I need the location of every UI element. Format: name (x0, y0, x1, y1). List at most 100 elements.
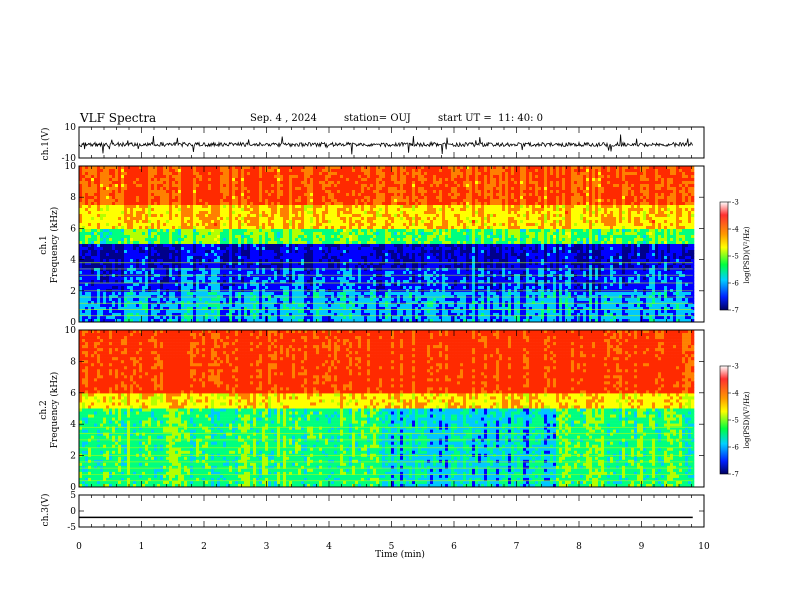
spectrogram-cell (304, 172, 308, 176)
spectrogram-cell (214, 286, 218, 290)
spectrogram-cell (205, 232, 209, 236)
spectrogram-cell (106, 307, 110, 311)
spectrogram-cell (136, 220, 140, 224)
spectrogram-cell (121, 223, 125, 227)
spectrogram-cell (157, 220, 161, 224)
spectrogram-cell (199, 316, 203, 320)
spectrogram-cell (343, 184, 347, 188)
spectrogram-cell (109, 196, 113, 200)
spectrogram-cell (97, 193, 101, 197)
spectrogram-cell (142, 280, 146, 284)
spectrogram-cell (112, 202, 116, 206)
spectrogram-cell (337, 199, 341, 203)
spectrogram-cell (184, 301, 188, 305)
spectrogram-cell (127, 175, 131, 179)
spectrogram-cell (145, 190, 149, 194)
spectrogram-cell (358, 223, 362, 227)
spectrogram-cell (313, 310, 317, 314)
spectrogram-cell (109, 199, 113, 203)
spectrogram-cell (355, 196, 359, 200)
spectrogram-cell (124, 178, 128, 182)
spectrogram-cell (283, 232, 287, 236)
spectrogram-cell (289, 190, 293, 194)
spectrogram-cell (184, 220, 188, 224)
spectrogram-cell (97, 244, 101, 248)
spectrogram-cell (310, 319, 314, 323)
spectrogram-cell (172, 226, 176, 230)
spectrogram-cell (229, 295, 233, 299)
spectrogram-cell (109, 247, 113, 251)
spectrogram-cell (124, 307, 128, 311)
spectrogram-cell (283, 298, 287, 302)
spectrogram-cell (217, 295, 221, 299)
spectrogram-cell (103, 169, 107, 173)
spectrogram-cell (100, 211, 104, 215)
spectrogram-cell (112, 271, 116, 275)
spectrogram-cell (139, 313, 143, 317)
spectrogram-cell (331, 178, 335, 182)
spectrogram-cell (151, 316, 155, 320)
spectrogram-cell (202, 304, 206, 308)
spectrogram-cell (232, 307, 236, 311)
spectrogram-cell (310, 226, 314, 230)
spectrogram-cell (304, 268, 308, 272)
spectrogram-cell (313, 256, 317, 260)
spectrogram-cell (106, 277, 110, 281)
spectrogram-cell (274, 271, 278, 275)
spectrogram-cell (154, 298, 158, 302)
spectrogram-cell (253, 262, 257, 266)
spectrogram-cell (307, 247, 311, 251)
spectrogram-cell (364, 193, 368, 197)
spectrogram-cell (109, 274, 113, 278)
spectrogram-cell (319, 253, 323, 257)
spectrogram-cell (202, 211, 206, 215)
spectrogram-cell (232, 214, 236, 218)
spectrogram-cell (130, 181, 134, 185)
spectrogram-cell (88, 211, 92, 215)
spectrogram-cell (82, 169, 86, 173)
spectrogram-cell (292, 232, 296, 236)
spectrogram-cell (127, 247, 131, 251)
spectrogram-cell (322, 313, 326, 317)
spectrogram-cell (253, 313, 257, 317)
spectrogram-cell (280, 235, 284, 239)
spectrogram-cell (238, 244, 242, 248)
spectrogram-cell (139, 217, 143, 221)
spectrogram-cell (292, 280, 296, 284)
spectrogram-cell (172, 235, 176, 239)
spectrogram-cell (139, 199, 143, 203)
spectrogram-cell (127, 250, 131, 254)
spectrogram-cell (283, 208, 287, 212)
spectrogram-cell (286, 211, 290, 215)
spectrogram-cell (157, 277, 161, 281)
spectrogram-cell (274, 280, 278, 284)
spectrogram-cell (106, 202, 110, 206)
spectrogram-cell (235, 307, 239, 311)
spectrogram-cell (100, 262, 104, 266)
spectrogram-cell (97, 214, 101, 218)
spectrogram-cell (274, 304, 278, 308)
spectrogram-cell (157, 265, 161, 269)
spectrogram-cell (82, 256, 86, 260)
spectrogram-cell (277, 295, 281, 299)
spectrogram-cell (163, 226, 167, 230)
spectrogram-cell (322, 277, 326, 281)
spectrogram-cell (361, 229, 365, 233)
spectrogram-cell (115, 280, 119, 284)
spectrogram-cell (121, 265, 125, 269)
spectrogram-cell (211, 202, 215, 206)
spectrogram-cell (220, 172, 224, 176)
spectrogram-cell (271, 202, 275, 206)
spectrogram-cell (97, 262, 101, 266)
spectrogram-cell (253, 166, 257, 170)
spectrogram-cell (328, 184, 332, 188)
spectrogram-cell (175, 193, 179, 197)
spectrogram-cell (289, 208, 293, 212)
spectrogram-cell (295, 316, 299, 320)
spectrogram-cell (190, 181, 194, 185)
spectrogram-cell (277, 193, 281, 197)
spectrogram-cell (280, 199, 284, 203)
spectrogram-cell (94, 268, 98, 272)
spectrogram-cell (127, 265, 131, 269)
spectrogram-cell (283, 175, 287, 179)
